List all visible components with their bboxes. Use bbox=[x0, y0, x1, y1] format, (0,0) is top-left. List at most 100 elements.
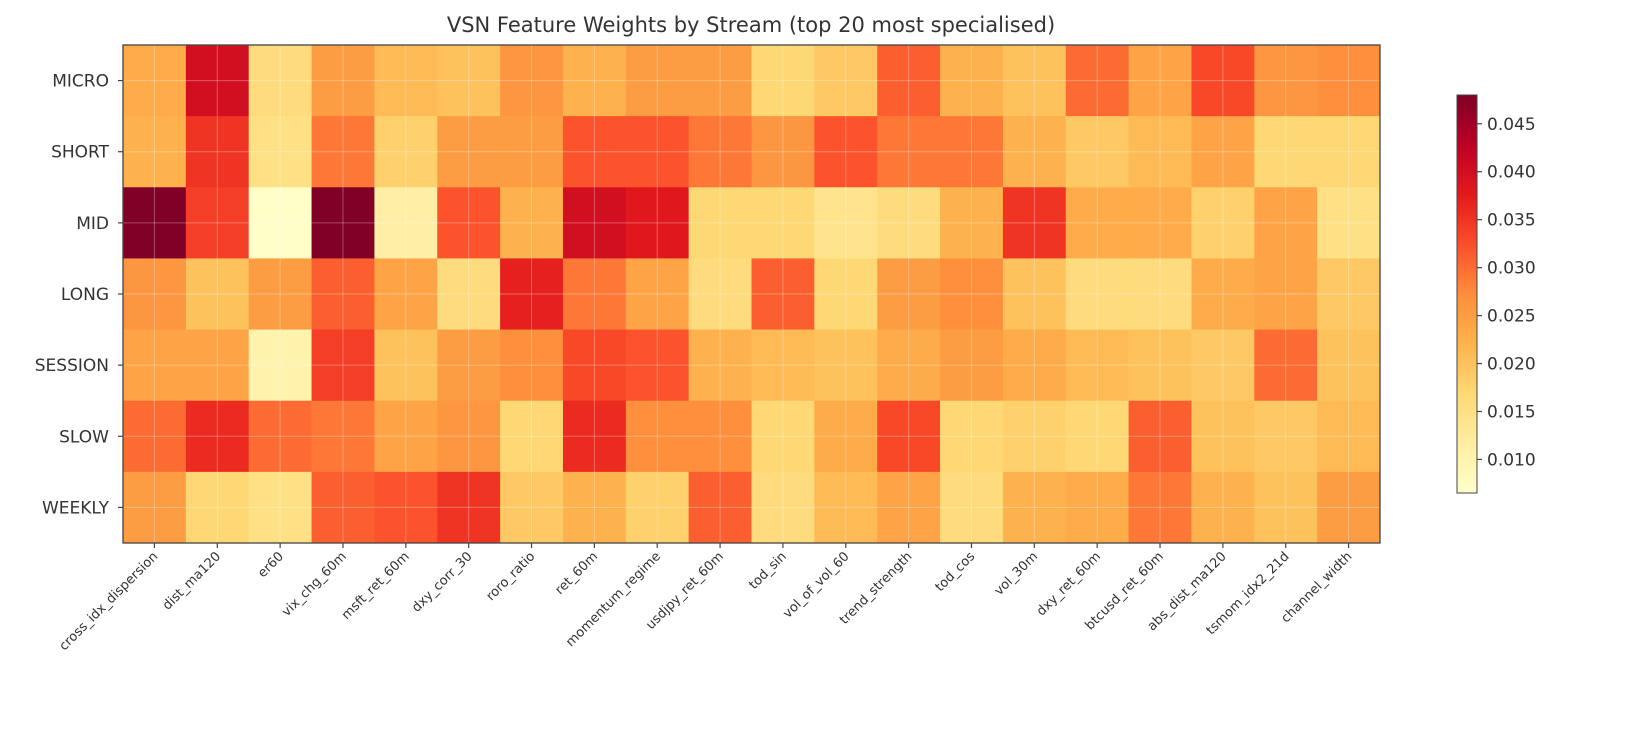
heatmap-cell bbox=[625, 471, 690, 544]
heatmap-cell bbox=[500, 400, 564, 473]
y-tick-label: WEEKLY bbox=[42, 498, 110, 518]
heatmap-cell bbox=[248, 45, 313, 117]
heatmap-cell bbox=[1065, 400, 1130, 473]
heatmap-cell bbox=[123, 45, 187, 117]
heatmap-cell bbox=[374, 400, 438, 473]
heatmap-cell bbox=[562, 258, 627, 331]
heatmap-cell bbox=[751, 400, 815, 473]
heatmap-cell bbox=[437, 187, 501, 259]
heatmap-cell bbox=[1128, 258, 1192, 331]
heatmap-cell bbox=[1254, 400, 1318, 473]
heatmap-cell bbox=[185, 471, 250, 544]
y-tick-label: SLOW bbox=[59, 427, 109, 447]
x-tick-label: tod_sin bbox=[746, 549, 789, 592]
heatmap-cell bbox=[1317, 329, 1381, 402]
heatmap-cell bbox=[185, 258, 250, 331]
y-tick-label: SESSION bbox=[35, 356, 109, 376]
heatmap-cell bbox=[1191, 116, 1255, 188]
heatmap-cell bbox=[1065, 187, 1130, 259]
heatmap-cell bbox=[562, 45, 627, 117]
heatmap-cell bbox=[751, 116, 815, 188]
heatmap-cell bbox=[814, 329, 878, 402]
heatmap-cell bbox=[688, 258, 752, 331]
heatmap-cell bbox=[1065, 116, 1130, 188]
colorbar-tick-label: 0.025 bbox=[1487, 307, 1536, 327]
heatmap-cell bbox=[311, 258, 375, 331]
heatmap-cell bbox=[248, 329, 313, 402]
heatmap-cell bbox=[1317, 471, 1381, 544]
heatmap-cell bbox=[1065, 471, 1130, 544]
heatmap-cell bbox=[1317, 45, 1381, 117]
heatmap-cell bbox=[1002, 400, 1067, 473]
heatmap-cell bbox=[814, 187, 878, 259]
heatmap-cell bbox=[751, 329, 815, 402]
heatmap-cell bbox=[940, 400, 1004, 473]
heatmap-cell bbox=[1191, 45, 1255, 117]
heatmap-cell bbox=[625, 329, 690, 402]
heatmap-cell bbox=[1191, 187, 1255, 259]
heatmap-cell bbox=[940, 258, 1004, 331]
heatmap-cell bbox=[1065, 45, 1130, 117]
heatmap-cell bbox=[877, 116, 941, 188]
heatmap-cell bbox=[1128, 329, 1192, 402]
heatmap-cell bbox=[1002, 258, 1067, 331]
heatmap-cell bbox=[877, 258, 941, 331]
x-tick-label: er60 bbox=[255, 549, 287, 581]
heatmap-cell bbox=[877, 471, 941, 544]
heatmap-cell bbox=[1254, 45, 1318, 117]
y-tick-label: SHORT bbox=[51, 143, 110, 163]
heatmap-cell bbox=[562, 116, 627, 188]
heatmap-cell bbox=[185, 116, 250, 188]
heatmap-cell bbox=[562, 400, 627, 473]
y-tick-label: MICRO bbox=[52, 72, 109, 92]
heatmap-cell bbox=[940, 329, 1004, 402]
heatmap-cell bbox=[374, 45, 438, 117]
heatmap-cell bbox=[311, 45, 375, 117]
heatmap-cell bbox=[185, 187, 250, 259]
heatmap-cell bbox=[814, 116, 878, 188]
heatmap-cell bbox=[1191, 329, 1255, 402]
x-tick-label: dist_ma120 bbox=[160, 549, 224, 613]
heatmap-cell bbox=[1128, 400, 1192, 473]
heatmap-cell bbox=[185, 45, 250, 117]
colorbar-tick-label: 0.020 bbox=[1487, 355, 1536, 375]
heatmap-cell bbox=[437, 400, 501, 473]
heatmap-cell bbox=[123, 187, 187, 259]
heatmap-cell bbox=[1317, 187, 1381, 259]
x-tick-label: vix_chg_60m bbox=[279, 549, 350, 620]
heatmap-cell bbox=[185, 329, 250, 402]
heatmap-cell bbox=[688, 187, 752, 259]
colorbar-tick-label: 0.045 bbox=[1487, 115, 1536, 135]
heatmap-cell bbox=[940, 45, 1004, 117]
heatmap-cell bbox=[1128, 187, 1192, 259]
x-tick-label: ret_60m bbox=[553, 549, 602, 598]
colorbar-tick-label: 0.040 bbox=[1487, 163, 1536, 183]
heatmap-cell bbox=[374, 116, 438, 188]
heatmap-cell bbox=[562, 329, 627, 402]
heatmap-cell bbox=[248, 116, 313, 188]
heatmap-cell bbox=[1317, 400, 1381, 473]
heatmap-cell bbox=[625, 116, 690, 188]
heatmap-cell bbox=[688, 400, 752, 473]
heatmap-cell bbox=[1191, 258, 1255, 331]
heatmap-cell bbox=[814, 400, 878, 473]
x-tick-label: vol_of_vol_60 bbox=[780, 549, 852, 621]
heatmap-cell bbox=[1254, 471, 1318, 544]
x-tick-label: msft_ret_60m bbox=[339, 549, 413, 623]
heatmap-cell bbox=[1065, 329, 1130, 402]
heatmap-cell bbox=[437, 471, 501, 544]
colorbar-tick-label: 0.030 bbox=[1487, 259, 1536, 279]
colorbar-tick-label: 0.015 bbox=[1487, 402, 1536, 422]
x-tick-label: dxy_ret_60m bbox=[1034, 549, 1104, 619]
heatmap-cell bbox=[500, 45, 564, 117]
colorbar-tick-label: 0.010 bbox=[1487, 450, 1536, 470]
colorbar bbox=[1456, 94, 1478, 494]
heatmap-cell bbox=[1002, 45, 1067, 117]
heatmap-cell bbox=[1002, 471, 1067, 544]
heatmap-cell bbox=[877, 45, 941, 117]
heatmap-cell bbox=[625, 45, 690, 117]
heatmap-cell bbox=[248, 471, 313, 544]
heatmap-cell bbox=[751, 45, 815, 117]
heatmap-cell bbox=[248, 258, 313, 331]
